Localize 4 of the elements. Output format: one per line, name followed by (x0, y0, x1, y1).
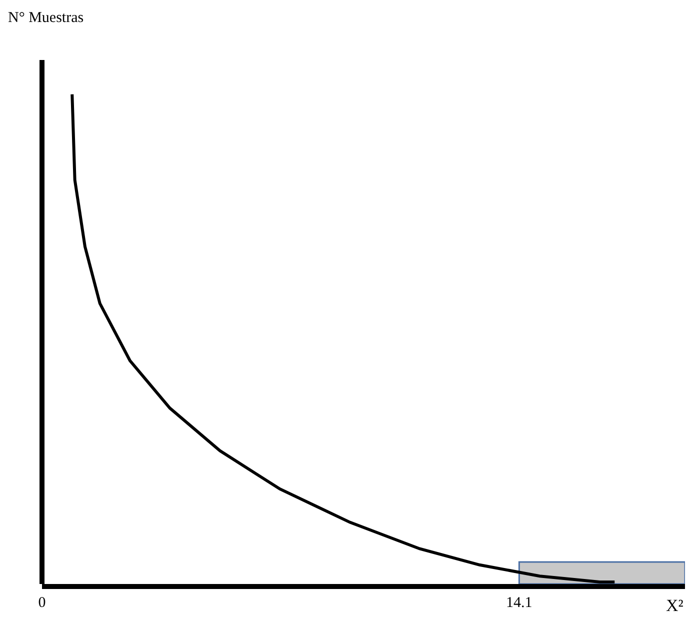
x-axis-title: X² (666, 596, 684, 615)
x-tick-label: 0 (38, 595, 46, 611)
x-tick-label: 14.1 (506, 595, 532, 611)
y-axis-title: N° Muestras (8, 10, 84, 26)
